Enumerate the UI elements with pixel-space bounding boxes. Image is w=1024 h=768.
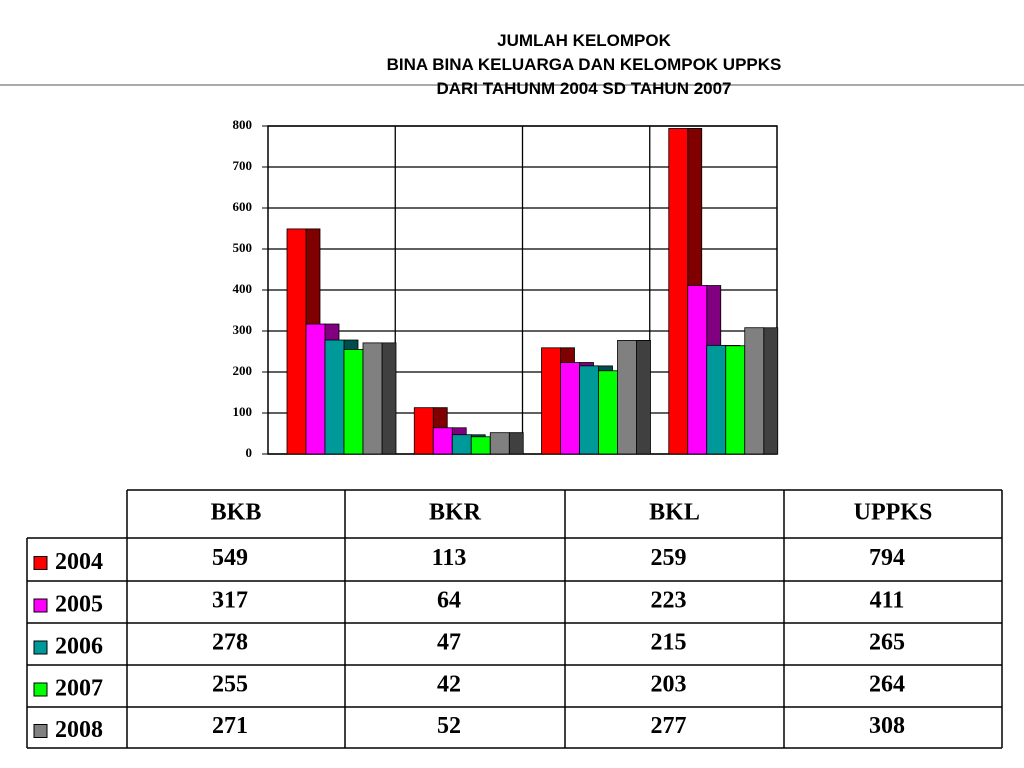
bar [470, 436, 491, 455]
legend-label: 2008 [55, 717, 103, 743]
chart-title: BINA BINA KELUARGA DAN KELOMPOK UPPKS [387, 55, 782, 74]
bar-side [636, 340, 651, 455]
y-tick-label: 200 [233, 363, 253, 378]
table-value: 264 [869, 672, 905, 698]
table-value: 259 [651, 545, 687, 571]
legend-label: 2004 [55, 549, 103, 575]
bar-side [508, 432, 524, 455]
table-value: 52 [437, 713, 461, 739]
bar [324, 339, 345, 455]
table-value: 64 [437, 588, 461, 614]
bar [432, 427, 453, 455]
bar [560, 362, 580, 455]
legend-swatch [33, 724, 48, 738]
table-value: 549 [212, 545, 248, 571]
bar [725, 345, 746, 455]
table-header: BKL [649, 500, 700, 526]
bar [706, 344, 727, 455]
bar [362, 342, 383, 455]
legend-label: 2006 [55, 634, 103, 660]
table-value: 42 [437, 672, 461, 698]
y-tick-label: 400 [233, 281, 253, 296]
table-value: 265 [869, 630, 905, 656]
table-value: 255 [212, 672, 248, 698]
bar [305, 323, 326, 455]
y-tick-label: 0 [246, 445, 253, 460]
legend-swatch [33, 598, 48, 613]
bar [668, 128, 689, 455]
chart-title: JUMLAH KELOMPOK [497, 31, 672, 50]
legend-label: 2005 [55, 592, 103, 618]
table-value: 411 [870, 588, 905, 614]
legend-swatch [33, 682, 48, 697]
table-value: 317 [212, 588, 248, 614]
bar-side [381, 342, 397, 455]
y-tick-label: 800 [233, 117, 253, 132]
table-value: 794 [869, 545, 905, 571]
table-value: 271 [212, 713, 248, 739]
y-tick-label: 100 [233, 404, 253, 419]
table-value: 47 [437, 630, 461, 656]
y-tick-label: 500 [233, 240, 253, 255]
table-value: 278 [212, 630, 248, 656]
table-value: 113 [432, 545, 467, 571]
y-tick-label: 700 [233, 158, 253, 173]
bar [687, 285, 708, 455]
table-header: UPPKS [854, 500, 933, 526]
table-value: 308 [869, 713, 905, 739]
bar [579, 365, 599, 455]
bar [413, 407, 434, 455]
bar [617, 340, 637, 455]
bar [451, 434, 472, 455]
y-tick-label: 300 [233, 322, 253, 337]
table-value: 277 [651, 713, 687, 739]
legend-swatch [33, 640, 48, 655]
bar [489, 432, 510, 455]
bar [541, 347, 561, 455]
table-header: BKB [211, 500, 262, 526]
table-value: 223 [651, 588, 687, 614]
bar [286, 228, 307, 455]
legend-swatch [33, 556, 48, 570]
table-value: 203 [651, 672, 687, 698]
legend-label: 2007 [55, 676, 103, 702]
bar [598, 370, 618, 455]
bar [744, 327, 765, 455]
y-tick-label: 600 [233, 199, 253, 214]
bar-side [763, 327, 779, 455]
chart-title: DARI TAHUNM 2004 SD TAHUN 2007 [436, 79, 731, 98]
table-header: BKR [429, 500, 482, 526]
bar [343, 349, 364, 455]
table-value: 215 [651, 630, 687, 656]
